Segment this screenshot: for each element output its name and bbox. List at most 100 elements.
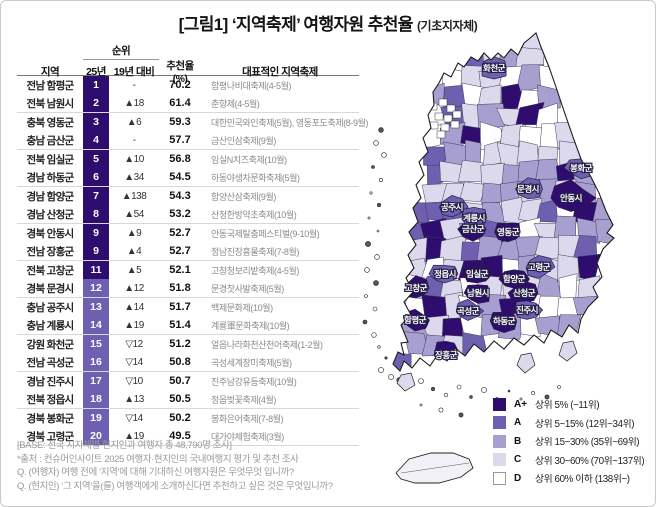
rank-change-cell: ▲9 [126, 227, 142, 239]
header-rate: 추천율 (%) [166, 60, 194, 85]
legend-swatch [493, 416, 506, 430]
legend-grade: C [514, 454, 522, 466]
rank-cell: 4 [83, 131, 109, 149]
festival-cell: 정읍벚꽃축제(4월) [211, 394, 276, 405]
table-row: 경남 진주시 17 ▽10 50.7 진주남강유등축제(10월) [17, 372, 359, 390]
map-region-label: 문경시 [517, 184, 539, 194]
map-region-label: 고창군 [405, 283, 428, 293]
rank-cell: 19 [83, 409, 109, 427]
recommend-rate-cell: 50.7 [169, 375, 191, 387]
region-cell: 충남 금산군 [26, 134, 74, 147]
legend-desc: 상위 30~60% (70위~137위) [535, 455, 645, 467]
legend-row: A+ 상위 5% (~11위) [493, 395, 644, 414]
map-region-label: 장흥군 [435, 350, 458, 360]
table-row: 전남 곡성군 16 ▽14 50.8 곡성세계장미축제(5월) [17, 353, 359, 372]
rank-change-cell: ▲14 [124, 301, 144, 313]
legend-desc: 상위 15~30% (35위~69위) [535, 437, 640, 449]
region-cell: 전북 임실군 [26, 153, 74, 166]
map-region-label: 산청군 [513, 288, 536, 298]
region-cell: 강원 화천군 [26, 338, 74, 351]
footnote-base: [BASE: 전국 지자체별 현지인과 여행자 총 48,790명 조사] [17, 440, 232, 451]
legend-grade: A [514, 417, 522, 429]
korea-map: 함평군 남원시 영동군 금산군 임실군 하동군 함양군 산청군 안동시 장흥군 고창군 문경시 공주시 계… [351, 25, 653, 497]
festival-cell: 함양산삼축제(9월) [211, 191, 276, 202]
title-main: [그림1] ‘지역축제’ 여행자원 추천율 [178, 15, 414, 34]
rank-group-header: 순위 [83, 43, 159, 60]
map-region-label: 정읍시 [434, 269, 456, 279]
recommend-rate-cell: 57.7 [169, 134, 191, 146]
rank-cell: 3 [83, 113, 109, 131]
recommend-rate-cell: 52.7 [169, 227, 191, 239]
region-cell: 경북 봉화군 [26, 412, 74, 425]
footnote-q1: Q. (여행자) 여행 전에 ‘지역’에 대해 기대하신 여행자원은 무엇무엇 … [17, 467, 294, 478]
header-rank-2025: 25년 [86, 66, 106, 78]
map-region-label: 하동군 [493, 316, 516, 326]
map-region-label: 금산군 [462, 224, 485, 234]
region-cell: 전남 곡성군 [26, 356, 74, 369]
region-cell: 전북 정읍시 [26, 393, 74, 406]
rank-cell: 12 [83, 279, 109, 297]
table-row: 경북 안동시 9 ▲9 52.7 안동국제탈춤페스티벌(9-10월) [17, 224, 359, 242]
rank-change-cell: ▲10 [124, 153, 144, 165]
header-festival: 대표적인 지역축제 [242, 66, 318, 78]
festival-cell: 봉화은어축제(7-8월) [211, 413, 284, 424]
region-cell: 경남 하동군 [26, 171, 74, 184]
rank-change-cell: ▲12 [124, 282, 144, 294]
festival-cell: 계룡軍문화축제(10월) [211, 320, 290, 331]
region-cell: 경남 함양군 [26, 190, 74, 203]
festival-cell: 대한민국와인축제(5월), 영동포도축제(8-9월) [211, 117, 369, 128]
festival-cell: 함평나비대축제(4-5월) [211, 80, 292, 91]
legend-swatch [493, 453, 506, 467]
footnotes: [BASE: 전국 지자체별 현지인과 여행자 총 48,790명 조사] *출… [17, 439, 333, 493]
festival-cell: 고창청보리밭축제(4-5월) [211, 265, 299, 276]
rank-change-cell: ▲5 [126, 264, 142, 276]
map-region-label: 함평군 [404, 315, 427, 325]
rank-change-cell: - [132, 134, 136, 146]
recommend-rate-cell: 50.8 [169, 356, 191, 368]
map-region-label: 남원시 [467, 288, 489, 298]
festival-cell: 안동국제탈춤페스티벌(9-10월) [211, 228, 320, 239]
recommend-rate-cell: 56.8 [169, 153, 191, 165]
rank-change-cell: ▲54 [124, 208, 144, 220]
table-row: 경북 문경시 12 ▲12 51.8 문경찻사발축제(5월) [17, 279, 359, 298]
rank-cell: 8 [83, 205, 109, 223]
recommend-rate-cell: 51.2 [169, 338, 191, 350]
legend-row: A 상위 5~15% (12위~34위) [493, 414, 644, 433]
region-cell: 경북 안동시 [26, 227, 74, 240]
footnote-q2: Q. (현지인) ‘그 지역’을(를) 여행객에게 소개하신다면 추천하고 싶은… [17, 480, 333, 492]
table-header-group: 순위 [17, 43, 359, 60]
region-cell: 경남 진주시 [26, 375, 74, 388]
rank-cell: 5 [83, 150, 109, 168]
table-row: 경북 고령군 20 ▲19 49.5 대가야체험축제(3월) [17, 427, 359, 446]
festival-cell: 임실N치즈축제(10월) [211, 154, 287, 165]
map-region-label: 곡성군 [457, 306, 480, 316]
rank-cell: 1 [83, 76, 109, 94]
recommend-rate-cell: 54.5 [169, 171, 191, 183]
map-region-label: 계룡시 [463, 213, 485, 223]
legend-row: D 상위 60% 이하 (138위~) [493, 469, 644, 488]
region-cell: 충남 공주시 [26, 301, 74, 314]
legend-swatch [493, 434, 506, 448]
region-cell: 경남 산청군 [26, 208, 74, 221]
recommend-rate-cell: 53.2 [169, 208, 191, 220]
map-region-label: 진주시 [516, 305, 538, 315]
rank-cell: 7 [83, 187, 109, 205]
table-row: 전북 남원시 2 ▲18 61.4 춘향제(4-5월) [17, 94, 359, 113]
rank-cell: 9 [83, 224, 109, 242]
recommend-rate-cell: 50.2 [169, 412, 191, 424]
table-row: 강원 화천군 15 ▽12 51.2 얼음나라화천산천어축제(1-2월) [17, 335, 359, 353]
rank-change-cell: ▲13 [124, 393, 144, 405]
festival-cell: 춘향제(4-5월) [211, 98, 260, 109]
table-row: 경남 함양군 7 ▲138 54.3 함양산삼축제(9월) [17, 187, 359, 205]
rank-change-cell: ▽14 [125, 412, 143, 424]
recommend-rate-cell: 61.4 [169, 97, 191, 109]
rank-cell: 15 [83, 335, 109, 353]
rank-change-cell: ▽14 [125, 356, 143, 368]
rank-change-cell: ▲34 [124, 171, 144, 183]
legend-grade: D [514, 472, 522, 484]
rank-cell: 14 [83, 316, 109, 334]
table-row: 경남 산청군 8 ▲54 53.2 산청한방약초축제(10월) [17, 205, 359, 224]
rank-change-cell: ▲19 [124, 319, 144, 331]
rank-change-cell: ▽12 [125, 338, 143, 350]
map-region-label: 임실군 [466, 269, 489, 279]
